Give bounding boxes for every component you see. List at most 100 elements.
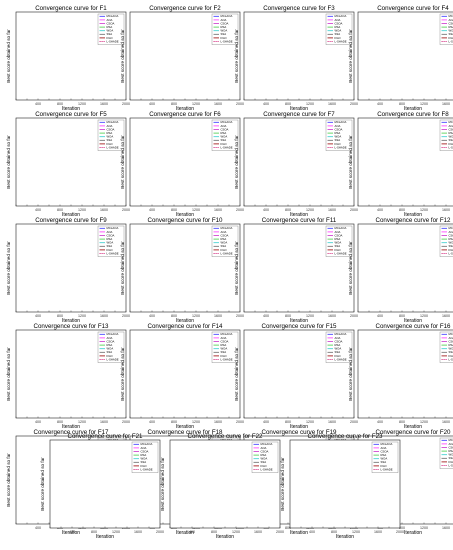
legend-entry: CSOA — [335, 233, 343, 237]
legend-entry: RSA — [221, 25, 227, 29]
chart-title: Convergence curve for F8 — [377, 111, 449, 118]
legend-entry: SSA — [335, 350, 341, 354]
legend-entry: CSOA — [381, 449, 389, 453]
legend-entry: AOA — [449, 336, 453, 340]
legend-entry: L-SHADE — [335, 251, 347, 255]
legend-entry: CSOA — [221, 21, 229, 25]
x-tick-label: 1600 — [214, 420, 222, 424]
x-axis-label: Iteration — [404, 318, 422, 324]
legend-entry: MCLAOA — [141, 442, 153, 446]
chart-panel-15: Convergence curve for F15 400 800 1200 1600 2… — [234, 323, 358, 430]
legend-box — [439, 331, 453, 363]
x-tick-label: 1600 — [328, 314, 336, 318]
x-tick-label: 2000 — [122, 314, 130, 318]
legend-entry: RSA — [261, 453, 267, 457]
legend-entry: WOA — [107, 29, 114, 33]
legend-entry: MCLAOA — [335, 332, 347, 336]
x-axis-label: Iteration — [62, 106, 80, 112]
x-tick-label: 800 — [399, 314, 405, 318]
legend-entry: CSOA — [141, 449, 149, 453]
legend-entry: RSA — [221, 131, 227, 135]
legend-entry: CSOA — [107, 339, 115, 343]
x-tick-label: 1200 — [306, 420, 314, 424]
legend-entry: RSA — [107, 25, 113, 29]
legend-entry: FGO — [141, 464, 148, 468]
legend-entry: L-SHADE — [335, 39, 347, 43]
x-tick-label: 1600 — [254, 530, 262, 534]
legend-entry: L-SHADE — [221, 145, 233, 149]
x-axis-label: Iteration — [176, 424, 194, 430]
x-tick-label: 800 — [285, 420, 291, 424]
chart-title: Convergence curve for F16 — [376, 323, 452, 330]
x-tick-label: 400 — [35, 314, 41, 318]
legend-entry: L-SHADE — [107, 39, 119, 43]
legend-entry: WOA — [335, 347, 342, 351]
legend-entry: RSA — [221, 343, 227, 347]
legend-entry: MCLAOA — [449, 438, 453, 442]
plot-frame — [357, 117, 453, 207]
legend-entry: MCLAOA — [449, 120, 453, 124]
legend-entry: WOA — [449, 347, 453, 351]
legend-entry: FGO — [107, 248, 114, 252]
x-axis-label: Iteration — [176, 106, 194, 112]
legend-entry: RSA — [107, 131, 113, 135]
legend-box — [211, 225, 239, 257]
x-tick-label: 800 — [57, 420, 63, 424]
x-tick-label: 1200 — [78, 208, 86, 212]
x-axis-label: Iteration — [176, 318, 194, 324]
legend-entry: AOA — [335, 230, 341, 234]
chart-panel-21: Convergence curve for F21 400 800 1200 1600 2… — [40, 433, 164, 540]
legend-entry: CSOA — [335, 21, 343, 25]
x-tick-label: 400 — [263, 208, 269, 212]
x-axis-label: Iteration — [216, 534, 234, 540]
legend-entry: RSA — [107, 343, 113, 347]
legend-entry: L-SHADE — [221, 357, 233, 361]
x-tick-label: 800 — [399, 102, 405, 106]
legend-entry: L-SHADE — [449, 463, 453, 467]
x-tick-label: 2000 — [236, 208, 244, 212]
legend-entry: WOA — [107, 241, 114, 245]
y-axis-label: Best score obtained so far — [348, 347, 353, 401]
y-axis-label: Best score obtained so far — [234, 241, 239, 295]
legend-entry: RSA — [381, 453, 387, 457]
x-tick-label: 800 — [91, 530, 97, 534]
legend-entry: CSOA — [221, 339, 229, 343]
legend-entry: RSA — [335, 25, 341, 29]
x-tick-label: 800 — [211, 530, 217, 534]
legend-entry: MCLAOA — [449, 14, 453, 18]
x-tick-label: 1600 — [214, 102, 222, 106]
legend-entry: WOA — [261, 457, 268, 461]
legend-entry: CSOA — [335, 127, 343, 131]
legend-entry: SSA — [335, 244, 341, 248]
x-axis-label: Iteration — [290, 212, 308, 218]
legend-entry: AOA — [449, 18, 453, 22]
legend-box — [97, 225, 125, 257]
legend-entry: FGO — [449, 142, 453, 146]
x-tick-label: 1200 — [420, 420, 428, 424]
x-axis-label: Iteration — [290, 530, 308, 536]
legend-entry: CSOA — [335, 339, 343, 343]
legend-entry: RSA — [335, 343, 341, 347]
legend-entry: SSA — [107, 350, 113, 354]
x-tick-label: 400 — [149, 420, 155, 424]
x-tick-label: 800 — [171, 102, 177, 106]
legend-entry: FGO — [449, 248, 453, 252]
x-tick-label: 1200 — [192, 314, 200, 318]
x-tick-label: 1600 — [100, 102, 108, 106]
x-tick-label: 400 — [377, 420, 383, 424]
legend-entry: WOA — [449, 453, 453, 457]
y-axis-label: Best score obtained so far — [348, 135, 353, 189]
legend-box — [439, 119, 453, 151]
x-axis-label: Iteration — [404, 530, 422, 536]
x-tick-label: 800 — [285, 208, 291, 212]
legend-entry: SSA — [261, 460, 267, 464]
chart-title: Convergence curve for F13 — [34, 323, 110, 330]
x-tick-label: 400 — [263, 420, 269, 424]
x-tick-label: 800 — [399, 526, 405, 530]
legend-entry: CSOA — [449, 339, 453, 343]
x-tick-label: 400 — [35, 420, 41, 424]
x-tick-label: 1600 — [100, 420, 108, 424]
